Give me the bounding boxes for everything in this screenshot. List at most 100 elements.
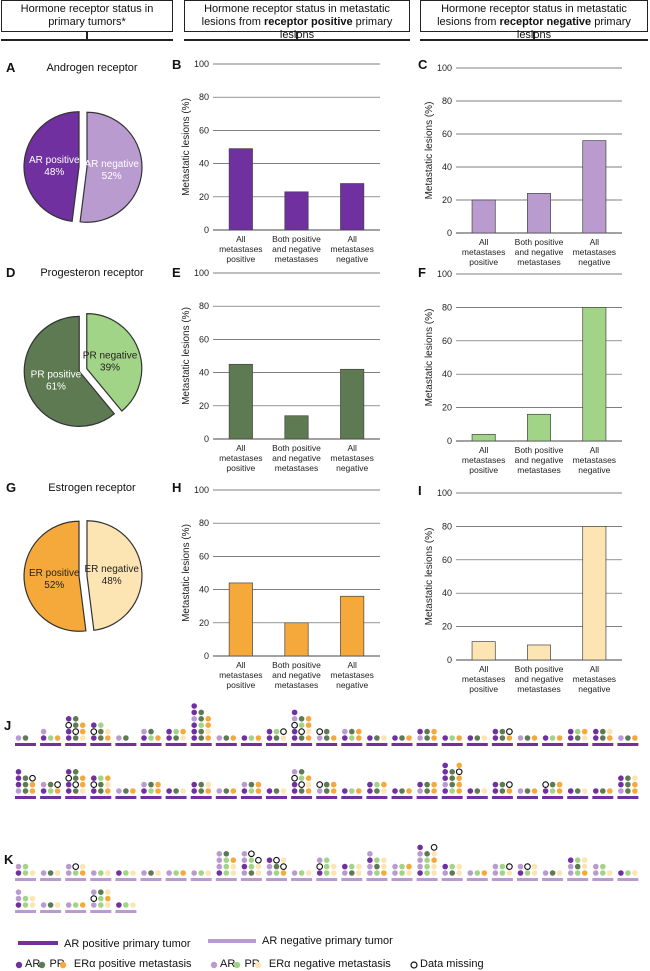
J-dot-1-19-0-1 — [492, 781, 499, 788]
K-dot-1-2-2-0 — [79, 902, 86, 908]
J-dot-0-3-1-2 — [98, 722, 104, 728]
pie-G-slice-0 — [23, 520, 87, 632]
J-dot-0-2-1-0 — [72, 735, 79, 741]
J-dot-0-2-2-2 — [79, 722, 86, 728]
pie-A-label-1: AR negative — [84, 159, 139, 170]
J-dot-1-17-0-4 — [442, 762, 449, 769]
J-dot-0-6-2-0 — [180, 735, 186, 741]
xtick-C-0-0: All — [479, 237, 489, 247]
J-dot-0-2-0-3 — [65, 716, 72, 722]
J-dot-1-0-2-1 — [29, 781, 36, 788]
K-dot-1-3-2-2 — [105, 889, 111, 895]
K-primary-bar-1-2 — [65, 910, 87, 913]
J-primary-bar-1-19 — [491, 796, 513, 799]
J-dot-0-11-2-1 — [305, 728, 312, 735]
J-primary-bar-1-14 — [366, 796, 388, 799]
J-dot-1-16-2-0 — [431, 788, 437, 794]
J-dot-0-1-0-0 — [40, 735, 47, 741]
K-patient-0-5 — [140, 870, 162, 881]
J-dot-0-11-0-0 — [291, 735, 298, 741]
J-patient-0-19 — [491, 728, 513, 746]
K-dot-0-14-2-2 — [381, 857, 387, 863]
J-dot-1-11-0-2 — [291, 774, 298, 782]
J-dot-0-17-1-0 — [449, 735, 456, 741]
J-primary-bar-0-6 — [165, 743, 187, 746]
J-dot-1-24-1-0 — [625, 788, 631, 794]
J-patient-1-21 — [542, 781, 564, 799]
xtick-E-2-1: metastases — [330, 453, 373, 463]
J-patient-1-10 — [266, 788, 287, 799]
pie-A-slice-0 — [23, 111, 80, 222]
K-dot-0-16-0-3 — [417, 851, 423, 857]
K-dot-0-16-2-0 — [431, 870, 437, 876]
J-patient-1-6 — [165, 788, 187, 799]
J-primary-bar-1-8 — [215, 796, 237, 799]
K-dot-0-6-2-0 — [180, 870, 186, 876]
J-primary-bar-0-18 — [466, 743, 488, 746]
J-patient-0-4 — [115, 735, 137, 746]
J-dot-0-3-0-2 — [91, 722, 97, 728]
ytick-B-80: 80 — [199, 92, 209, 102]
J-dot-0-20-0-0 — [517, 735, 524, 741]
K-dot-0-20-1-1 — [524, 863, 531, 870]
J-dot-1-0-2-2 — [29, 774, 36, 782]
J-primary-bar-0-13 — [341, 743, 363, 746]
ytick-H-100: 100 — [194, 485, 209, 495]
J-patient-1-7 — [190, 781, 212, 799]
xtick-I-0-2: positive — [469, 684, 498, 694]
K-patient-0-12 — [316, 857, 338, 881]
J-patient-0-17 — [441, 735, 463, 746]
legend-ar-pos-primary-label: AR positive primary tumor — [64, 938, 191, 950]
K-dot-0-17-2-1 — [456, 863, 463, 870]
xtick-C-2-1: metastases — [573, 247, 616, 257]
J-dot-1-4-0-0 — [116, 788, 122, 794]
K-dot-0-14-0-1 — [367, 863, 373, 870]
J-patient-0-8 — [215, 735, 237, 746]
K-dot-0-13-0-0 — [342, 870, 348, 876]
ytick-B-0: 0 — [204, 225, 209, 235]
J-dot-0-0-1-0 — [22, 735, 29, 741]
J-dot-0-22-1-1 — [574, 728, 581, 735]
K-dot-0-17-0-0 — [442, 870, 449, 876]
J-dot-1-5-1-0 — [148, 788, 154, 794]
K-dot-0-9-2-2 — [255, 856, 262, 864]
K-dot-0-12-0-0 — [316, 870, 323, 876]
J-dot-0-10-0-0 — [266, 735, 273, 741]
K-patient-0-23 — [592, 863, 614, 881]
J-dot-0-10-1-1 — [273, 728, 280, 735]
J-dot-0-7-2-2 — [205, 722, 211, 728]
J-dot-1-17-2-2 — [456, 775, 463, 781]
J-dot-1-16-0-1 — [417, 781, 423, 788]
xtick-B-1-1: and negative — [272, 244, 321, 254]
J-dot-1-1-1-0 — [47, 788, 54, 794]
bar-C-1 — [527, 193, 551, 234]
J-dot-1-14-1-0 — [374, 788, 380, 794]
K-dot-0-6-1-0 — [173, 870, 179, 876]
legend-ar-pos-primary-swatch — [18, 941, 58, 945]
K-dot-0-9-1-0 — [248, 870, 255, 876]
K-dot-0-10-2-2 — [280, 857, 287, 863]
K-primary-bar-0-17 — [441, 878, 463, 881]
J-primary-bar-1-23 — [592, 796, 614, 799]
pie-D-label-0: PR positive — [31, 370, 82, 381]
K-dot-0-18-2-0 — [481, 870, 488, 876]
K-dot-0-24-1-0 — [625, 870, 631, 876]
xtick-H-1-0: Both positive — [272, 660, 321, 670]
bar-F-2 — [582, 307, 607, 442]
J-primary-bar-0-20 — [517, 743, 538, 746]
J-dot-0-14-2-0 — [381, 735, 387, 741]
J-dot-0-17-2-0 — [456, 735, 463, 741]
K-dot-0-13-0-1 — [342, 863, 348, 870]
K-patient-0-20 — [517, 863, 538, 881]
K-primary-bar-1-3 — [90, 910, 112, 913]
J-patient-1-13 — [341, 788, 363, 799]
K-primary-bar-0-24 — [617, 878, 639, 881]
bar-I-2 — [582, 526, 607, 661]
J-primary-bar-1-16 — [416, 796, 438, 799]
xtick-E-0-1: metastases — [219, 453, 262, 463]
ytick-I-20: 20 — [442, 622, 452, 632]
J-dot-0-12-1-1 — [323, 728, 330, 735]
bar-I-1 — [527, 644, 551, 661]
J-dot-0-11-2-0 — [305, 735, 312, 741]
J-dot-0-11-1-0 — [298, 735, 305, 741]
